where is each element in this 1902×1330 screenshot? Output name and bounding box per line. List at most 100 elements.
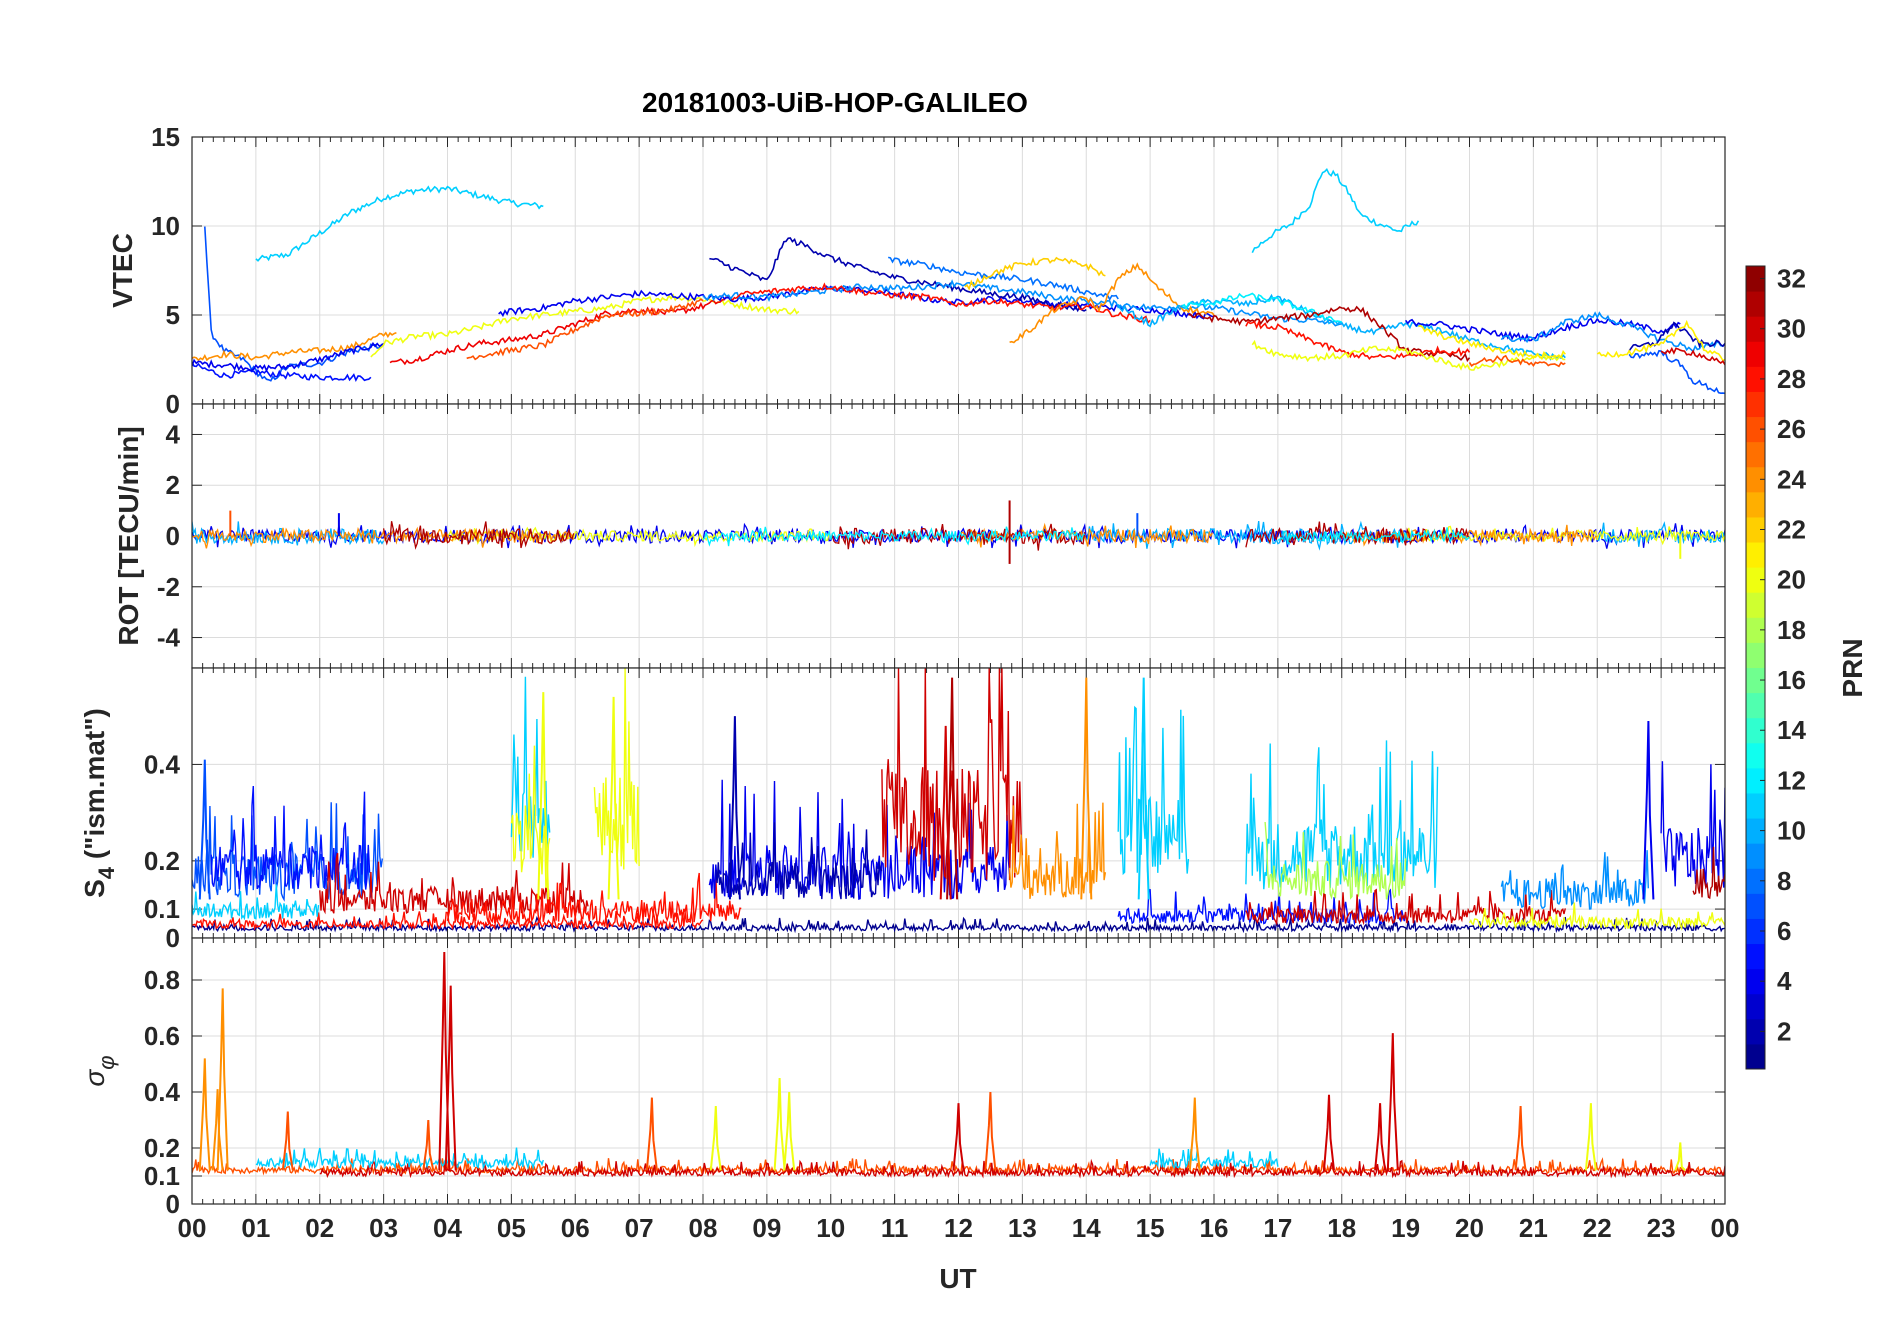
colorbar-segment-prn-24 [1746,466,1765,493]
s4-spike-prn-24 [1080,677,1093,900]
colorbar-segment-prn-30 [1746,316,1765,342]
vtec-series-prn-28 [1245,320,1471,361]
colorbar-segment-prn-15 [1746,692,1765,719]
s4-series-prn-9 [1500,850,1649,910]
colorbar-segment-prn-11 [1746,792,1765,819]
vtec-series-prn-9 [1500,311,1725,353]
sigma-series-prn-30 [319,1158,1725,1179]
y-tick-label: 0.2 [144,1133,180,1163]
s4-spike-prn-11 [1137,677,1150,900]
colorbar-tick-label: 18 [1777,615,1806,645]
x-tick-label: 20 [1455,1213,1484,1243]
x-tick-label: 09 [752,1213,781,1243]
vtec-series-prn-30 [1660,346,1725,366]
y-tick-label: 15 [151,122,180,152]
s4-series-prn-20 [1468,902,1725,931]
panel-rot: -4 -2 0 2 4 ROT [TECU/min] [113,403,1726,669]
colorbar-segment-prn-3 [1746,993,1765,1020]
sigma-spike-prn-20 [1674,1142,1686,1172]
sigma-spike-prn-24 [211,1089,224,1171]
sigma-spike-prn-30 [1374,1103,1387,1171]
x-tick-label: 00 [178,1213,207,1243]
sigma-spike-prn-30 [952,1103,965,1171]
sigma-spike-prn-20 [709,1105,722,1171]
x-tick-label: 17 [1263,1213,1292,1243]
vtec-series-prn-4 [192,341,385,373]
x-tick-label: 00 [1711,1213,1740,1243]
colorbar-segment-prn-7 [1746,893,1765,919]
rot-series-prn-31 [382,521,575,550]
vtec-series-prn-22 [964,256,1106,291]
panel-vtec: 0 5 10 15 VTEC [107,122,1726,419]
sigma-spike-prn-26 [645,1097,658,1171]
sigma-spike-prn-24 [198,1058,211,1171]
s4-series-prn-28 [446,872,742,925]
traces [192,951,1725,1179]
s4-spike-prn-20 [607,696,620,900]
vtec-series-prn-28 [734,282,1151,325]
y-tick-label: -2 [157,572,180,602]
x-tick-label: 14 [1072,1213,1101,1243]
s4-series-prn-1 [192,915,1725,934]
y-axis-label-rot: ROT [TECU/min] [113,426,144,645]
colorbar-tick-label: 8 [1777,866,1791,896]
colorbar-segment-prn-23 [1746,491,1765,518]
x-tick-label: 12 [944,1213,973,1243]
colorbar-segment-prn-14 [1746,717,1765,744]
sigma-spike-prn-24 [1188,1097,1201,1171]
x-tick-label: 02 [305,1213,334,1243]
sigma-spike-prn-30 [1323,1094,1335,1171]
colorbar-segment-prn-17 [1746,642,1765,668]
vtec-series-prn-26 [1468,354,1566,368]
x-tick-label: 13 [1008,1213,1037,1243]
s4-series-prn-2 [715,822,883,900]
x-tick-label: 21 [1519,1213,1548,1243]
vtec-series-prn-2 [1628,321,1725,352]
traces [192,668,1725,934]
colorbar-tick-label: 16 [1777,665,1806,695]
x-tick-label: 18 [1327,1213,1356,1243]
x-tick-label: 01 [241,1213,270,1243]
colorbar-tick-label: 30 [1777,314,1806,344]
colorbar-tick-label: 22 [1777,514,1806,544]
s4-spike-prn-31 [946,677,959,900]
y-tick-label: 0.8 [144,965,180,995]
colorbar-tick-label: 12 [1777,765,1806,795]
s4-series-prn-11 [1117,705,1190,876]
colorbar-tick-label: 28 [1777,364,1806,394]
y-tick-label: 0 [166,389,180,419]
colorbar-tick-label: 14 [1777,715,1806,745]
colorbar-segment-prn-26 [1746,416,1765,443]
colorbar-tick-label: 24 [1777,464,1806,494]
colorbar-segment-prn-20 [1746,567,1765,593]
s4-series-prn-30 [319,853,589,915]
colorbar-tick-label: 4 [1777,966,1792,996]
rot-series-prn-10 [1085,520,1407,551]
s4-series-prn-11 [192,884,320,921]
s4-series-prn-5 [210,785,371,890]
colorbar-segment-prn-2 [1746,1018,1765,1045]
sigma-spike-prn-26 [1514,1105,1527,1171]
chart-title: 20181003-UiB-HOP-GALILEO [642,87,1028,118]
y-tick-label: 0.4 [144,749,181,779]
s4-series-prn-28 [192,911,704,931]
y-tick-label: 0.6 [144,1021,180,1051]
traces [192,168,1725,395]
y-tick-label: 0 [166,1189,180,1219]
vtec-series-prn-21 [1418,324,1566,360]
y-tick-label: 0 [166,521,180,551]
y-tick-label: 5 [166,300,180,330]
y-tick-label: 0.1 [144,1161,180,1191]
y-axis-label-sigma: σφ [79,1055,119,1086]
colorbar-segment-prn-6 [1746,918,1765,945]
vtec-series-prn-8 [888,256,1119,302]
colorbar-border [1745,265,1766,1070]
y-tick-label: -4 [157,623,181,653]
x-tick-label: 22 [1583,1213,1612,1243]
s4-spike-prn-2 [728,716,741,900]
colorbar-tick-label: 26 [1777,414,1806,444]
vtec-series-prn-20 [1251,339,1566,371]
vtec-series-prn-11 [255,185,544,262]
